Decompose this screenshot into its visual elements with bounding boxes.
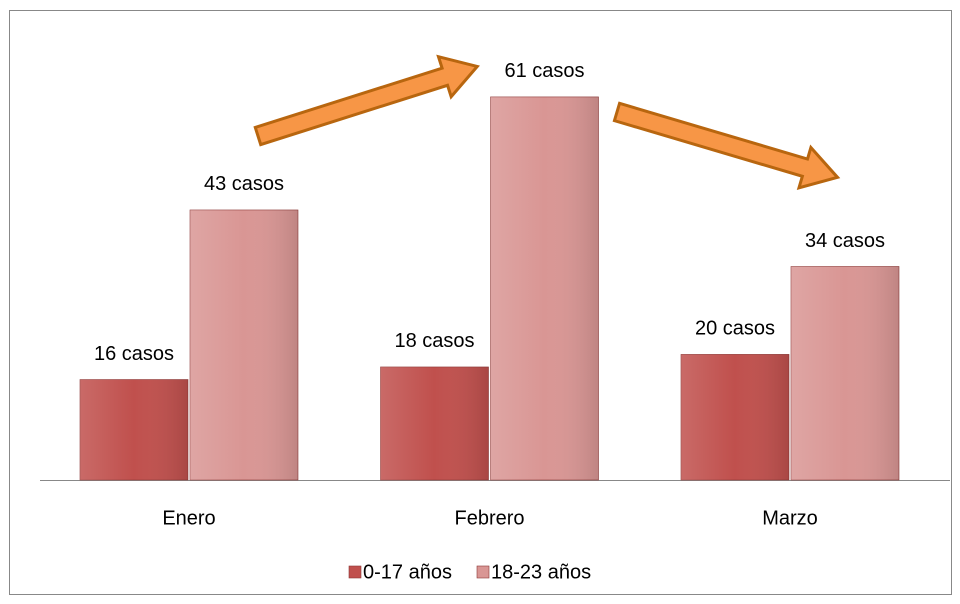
legend-swatch <box>476 565 490 579</box>
x-tick-label: Marzo <box>762 507 818 529</box>
bar <box>490 96 599 481</box>
value-label: 16 casos <box>94 343 174 365</box>
value-label: 61 casos <box>504 60 584 82</box>
arrow <box>253 54 480 147</box>
bar <box>380 366 489 481</box>
bar <box>680 354 790 481</box>
value-label: 18 casos <box>394 330 474 352</box>
value-label: 34 casos <box>805 230 885 252</box>
legend-label: 18-23 años <box>491 561 591 583</box>
bar <box>189 209 299 481</box>
legend-label: 0-17 años <box>363 561 452 583</box>
x-tick-label: Febrero <box>454 507 524 529</box>
legend-swatch <box>348 565 362 579</box>
bar <box>79 379 189 481</box>
bar <box>790 266 900 481</box>
x-tick-label: Enero <box>162 507 215 529</box>
value-label: 20 casos <box>695 318 775 340</box>
arrow <box>612 101 841 190</box>
value-label: 43 casos <box>204 173 284 195</box>
